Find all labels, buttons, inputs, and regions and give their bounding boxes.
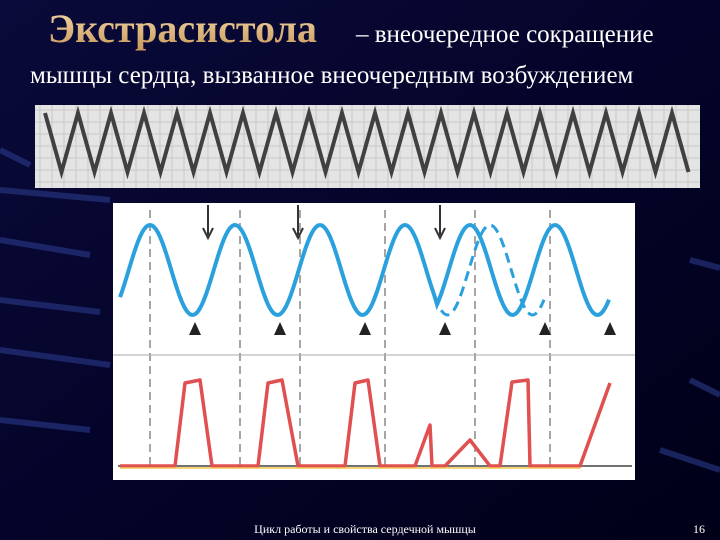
streak bbox=[0, 187, 111, 203]
streak bbox=[0, 237, 91, 258]
background-streaks bbox=[0, 147, 720, 473]
title-definition-cont: мышцы сердца, вызванное внеочередным воз… bbox=[30, 62, 634, 89]
title-definition: – внеочередное сокращение bbox=[355, 21, 654, 48]
muscle-wave-dashed bbox=[418, 223, 546, 317]
streak bbox=[0, 147, 32, 168]
streak bbox=[0, 417, 91, 433]
strip-trace bbox=[43, 105, 691, 180]
arrowhead bbox=[539, 322, 551, 335]
figure bbox=[113, 203, 635, 480]
action-pulses bbox=[120, 378, 612, 468]
stimulus-arrow bbox=[292, 205, 304, 241]
streak bbox=[0, 347, 111, 368]
arrowhead bbox=[439, 322, 451, 335]
stimulus-arrow bbox=[434, 205, 446, 241]
arrowhead bbox=[359, 322, 371, 335]
streak bbox=[0, 297, 101, 315]
figure-drawing bbox=[113, 205, 635, 470]
streak bbox=[688, 377, 720, 398]
muscle-wave bbox=[118, 222, 611, 318]
arrowhead bbox=[274, 322, 286, 335]
arrowhead bbox=[189, 322, 201, 335]
title-term: Экстрасистола bbox=[48, 6, 317, 51]
arrowhead bbox=[604, 322, 616, 335]
footer-caption: Цикл работы и свойства сердечной мышцы bbox=[254, 522, 476, 536]
stimulus-arrow bbox=[202, 205, 214, 241]
streak bbox=[689, 257, 720, 271]
page-number: 16 bbox=[693, 522, 705, 536]
streak bbox=[659, 447, 720, 473]
